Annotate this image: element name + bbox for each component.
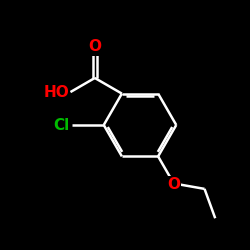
Text: O: O: [167, 177, 180, 192]
Text: HO: HO: [44, 84, 69, 100]
Text: Cl: Cl: [53, 118, 70, 132]
Text: O: O: [88, 39, 101, 54]
